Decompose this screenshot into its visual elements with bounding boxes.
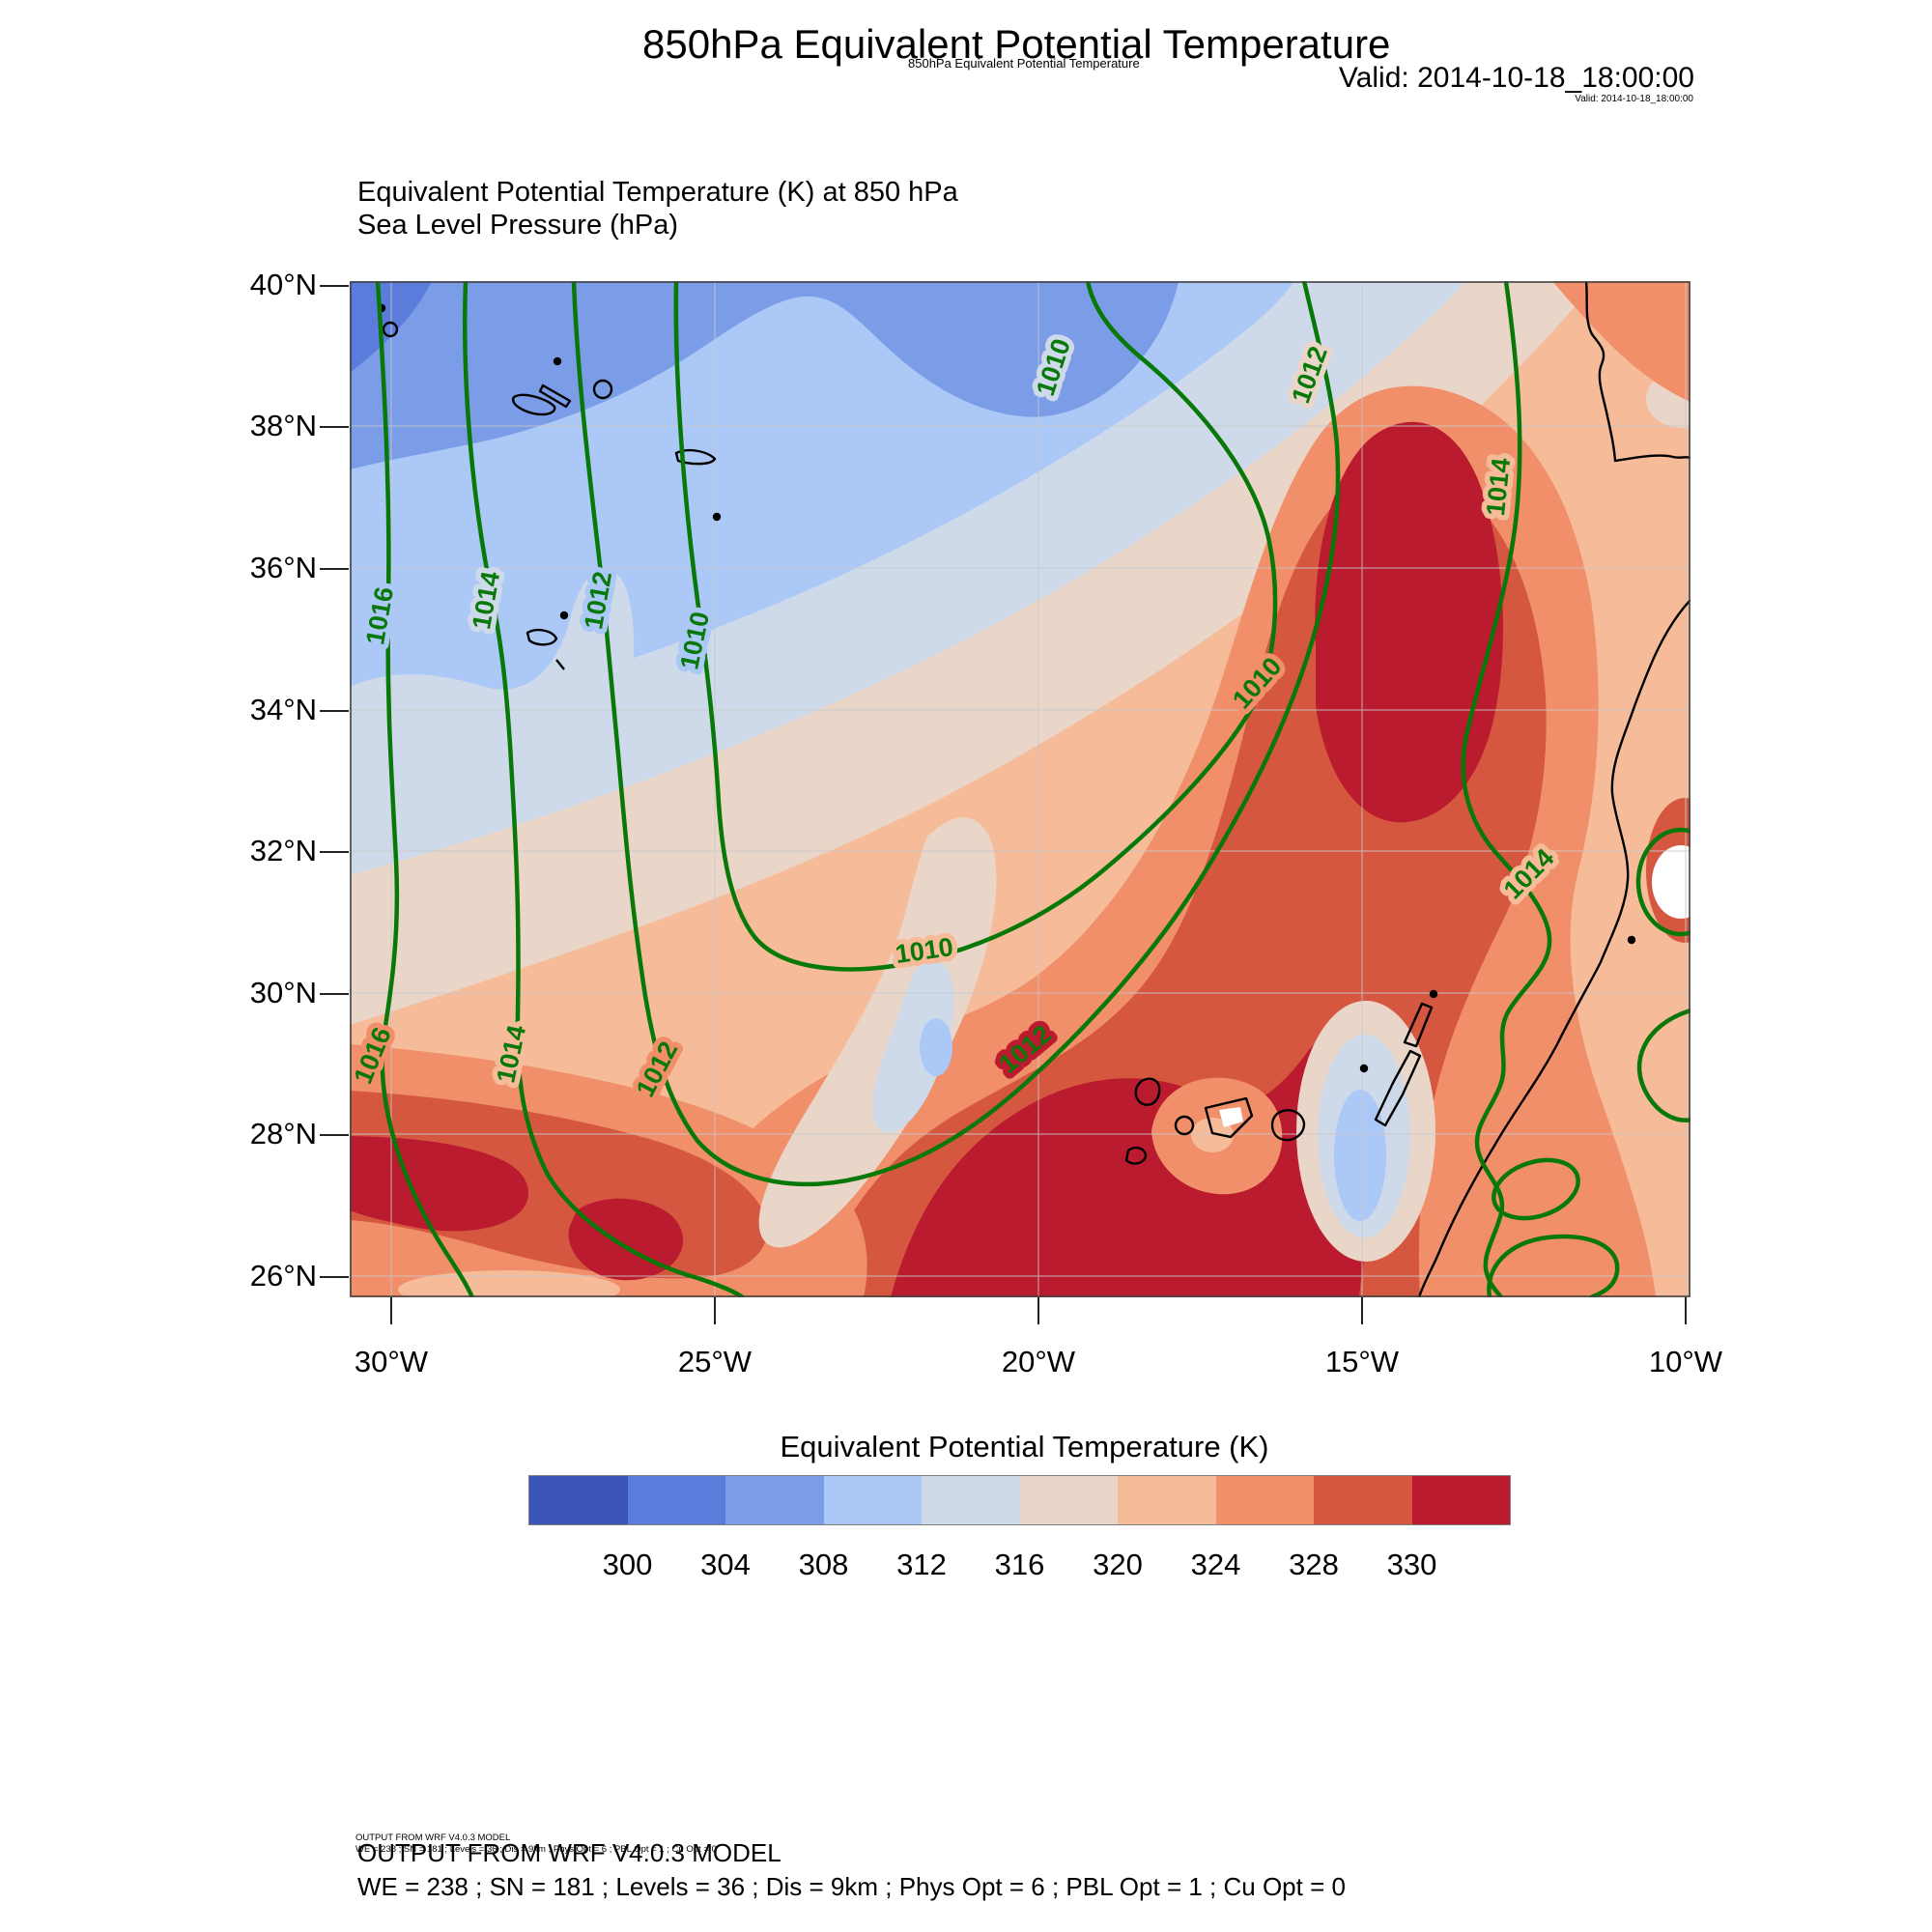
colorbar — [528, 1475, 1511, 1525]
lon-tick-label: 15°W — [1324, 1345, 1400, 1378]
lon-tick-mark — [1361, 1297, 1363, 1324]
colorbar-tick-label: 300 — [602, 1548, 653, 1581]
page-title-overlay: 850hPa Equivalent Potential Temperature — [908, 56, 1140, 71]
valid-time-label: Valid: 2014-10-18_18:00:00 — [1338, 62, 1694, 94]
slp-contour-lines — [375, 278, 1726, 1300]
colorbar-segment — [1215, 1476, 1314, 1524]
lat-tick-mark — [320, 568, 349, 570]
map-frame — [350, 281, 1690, 1297]
lat-tick-mark — [320, 426, 349, 428]
coastlines — [377, 280, 1691, 1298]
lon-tick-mark — [390, 1297, 392, 1324]
colorbar-segment — [627, 1476, 725, 1524]
colorbar-tick-label: 312 — [896, 1548, 947, 1581]
page-title: 850hPa Equivalent Potential Temperature — [642, 21, 1391, 67]
thetae-fill-layer — [350, 281, 1723, 1309]
colorbar-tick-label: 304 — [700, 1548, 751, 1581]
colorbar-tick-label: 324 — [1190, 1548, 1241, 1581]
lat-tick-mark — [320, 993, 349, 995]
slp-contour-label: 1014 — [1481, 457, 1516, 518]
colorbar-tick-label: 330 — [1386, 1548, 1437, 1581]
lat-tick-label: 26°N — [249, 1259, 317, 1293]
colorbar-segment — [725, 1476, 824, 1524]
lat-tick-mark — [320, 851, 349, 853]
colorbar-segment — [922, 1476, 1020, 1524]
lon-tick-label: 20°W — [1001, 1345, 1076, 1378]
lat-tick-label: 36°N — [249, 551, 317, 584]
lon-tick-mark — [1685, 1297, 1687, 1324]
lat-tick-label: 32°N — [249, 834, 317, 867]
lat-tick-mark — [320, 1134, 349, 1136]
colorbar-tick-label: 316 — [994, 1548, 1045, 1581]
footer-model-line: OUTPUT FROM WRF V4.0.3 MODEL — [357, 1838, 781, 1867]
lat-tick-mark — [320, 285, 349, 287]
subtitle-fill-field: Equivalent Potential Temperature (K) at … — [357, 177, 958, 208]
lat-tick-label: 40°N — [249, 268, 317, 301]
lat-tick-label: 28°N — [249, 1117, 317, 1151]
colorbar-segment — [1411, 1476, 1510, 1524]
lat-tick-mark — [320, 1276, 349, 1278]
contour-map: 1016101610141014101210121010101010121010… — [343, 278, 1726, 1309]
tenerife-summit-patch — [1219, 1107, 1243, 1127]
lon-tick-mark — [714, 1297, 716, 1324]
lon-tick-label: 30°W — [354, 1345, 429, 1378]
lat-tick-label: 34°N — [249, 693, 317, 726]
colorbar-segment — [529, 1476, 628, 1524]
lat-tick-label: 38°N — [249, 409, 317, 442]
footer-config-line: WE = 238 ; SN = 181 ; Levels = 36 ; Dis … — [357, 1872, 1346, 1901]
lat-tick-mark — [320, 710, 349, 712]
map-plot-area: 1016 1016 1014 1014 1012 1012 1010 1010 1012 1010… — [343, 278, 1726, 1309]
footer-model-line-overlay: OUTPUT FROM WRF V4.0.3 MODEL — [355, 1833, 511, 1843]
colorbar-segment — [1019, 1476, 1118, 1524]
colorbar-segment — [1314, 1476, 1412, 1524]
footer-config-line-overlay: WE = 238 ; SN = 181 ; Levels = 36 ; Dis … — [355, 1844, 717, 1855]
subtitle-line-field: Sea Level Pressure (hPa) — [357, 210, 679, 241]
lon-tick-label: 10°W — [1648, 1345, 1723, 1378]
colorbar-title: Equivalent Potential Temperature (K) — [780, 1430, 1269, 1463]
graticule — [350, 281, 1690, 1297]
colorbar-segment — [823, 1476, 922, 1524]
valid-time-overlay: Valid: 2014-10-18_18:00:00 — [1575, 94, 1693, 104]
colorbar-tick-label: 320 — [1093, 1548, 1143, 1581]
lon-tick-label: 25°W — [677, 1345, 753, 1378]
colorbar-tick-label: 308 — [798, 1548, 849, 1581]
colorbar-tick-label: 328 — [1289, 1548, 1339, 1581]
lon-tick-mark — [1037, 1297, 1039, 1324]
lat-tick-label: 30°N — [249, 976, 317, 1009]
colorbar-segment — [1118, 1476, 1216, 1524]
